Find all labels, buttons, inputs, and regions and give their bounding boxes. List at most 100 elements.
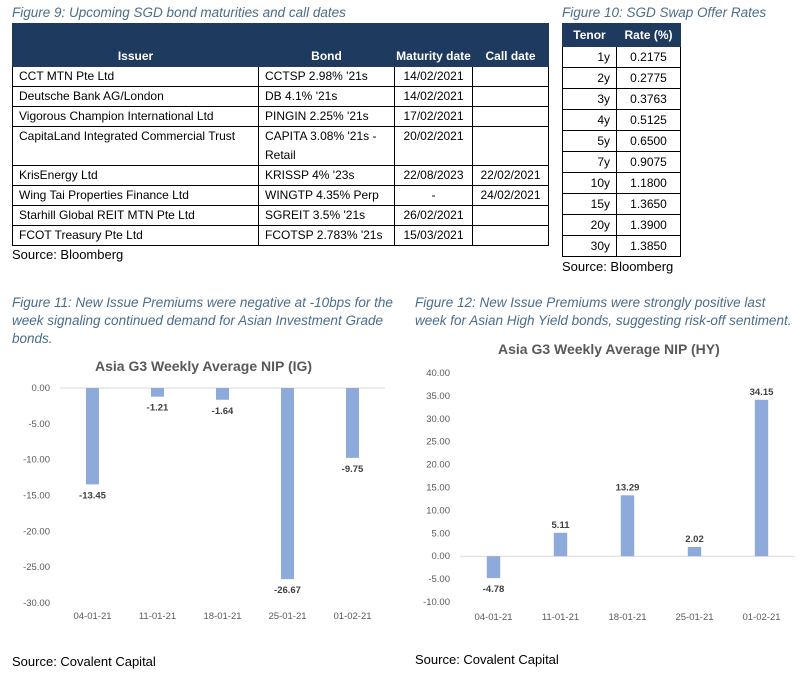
bar [620,495,635,557]
table-row: Starhill Global REIT MTN Pte Ltd SGREIT 3… [12,205,549,226]
cell-maturity: 17/02/2021 [394,106,473,127]
table-row: FCOT Treasury Pte Ltd FCOTSP 2.783% '21s 1… [12,225,549,246]
table-row: CapitaLand Integrated Commercial Trust CA… [12,126,549,166]
bar [754,399,769,557]
y-tick-label: 30.00 [426,414,450,425]
header-call: Call date [472,23,549,67]
cell-maturity: 15/03/2021 [394,225,473,246]
cell-maturity: 14/02/2021 [394,66,473,87]
ig-nip-bar-chart: 0.00 -5.00 -10.00 -15.00 -20.00 -25.00 -30.00 -… [23,383,385,622]
y-tick-label: -10.00 [423,597,450,608]
data-label: 5.11 [552,520,571,531]
fig9-caption: Figure 9: Upcoming SGD bond maturities a… [12,5,346,20]
data-label: 34.15 [750,387,774,398]
table-header-row: Tenor Rate (%) [562,23,681,47]
cell-bond: FCOTSP 2.783% '21s [258,225,395,246]
cell-rate: 1.3900 [616,214,681,236]
cell-maturity: 20/02/2021 [394,126,473,166]
x-tick-label: 01-02-21 [742,612,780,623]
table-row: 15y 1.3650 [562,193,681,215]
table-row: Vigorous Champion International Ltd PINGI… [12,106,549,127]
cell-call [472,66,549,87]
fig10-caption: Figure 10: SGD Swap Offer Rates [562,5,767,20]
cell-maturity: 26/02/2021 [394,205,473,226]
cell-rate: 0.5125 [616,109,681,131]
fig11-caption: Figure 11: New Issue Premiums were negat… [12,295,393,346]
table-row: Wing Tai Properties Finance Ltd WINGTP 4.… [12,185,549,206]
data-label: -13.45 [79,490,107,501]
hy-chart-title: Asia G3 Weekly Average NIP (HY) [498,341,720,357]
swap-rates-table: Tenor Rate (%) 1y 0.2175 2y 0.2775 3y 0.3763 4… [562,23,681,257]
header-bond: Bond [258,23,395,67]
data-label: -26.67 [274,585,301,596]
y-tick-label: 25.00 [426,437,450,448]
x-tick-label: 25-01-21 [268,611,306,622]
bar [687,546,702,557]
cell-maturity: 14/02/2021 [394,86,473,107]
x-tick-label: 11-01-21 [139,611,176,622]
data-label: 2.02 [685,534,704,545]
cell-issuer: CapitaLand Integrated Commercial Trust [12,126,259,166]
table-row: 30y 1.3850 [562,235,681,257]
cell-tenor: 4y [562,109,617,131]
cell-call [472,106,549,127]
cell-bond: WINGTP 4.35% Perp [258,185,395,206]
cell-call [472,225,549,246]
fig11-source: Source: Covalent Capital [12,654,156,669]
cell-bond: SGREIT 3.5% '21s [258,205,395,226]
cell-rate: 1.3850 [616,235,681,257]
cell-maturity: 22/08/2023 [394,165,473,186]
table-row: 7y 0.9075 [562,151,681,173]
cell-call [472,126,549,166]
cell-issuer: Starhill Global REIT MTN Pte Ltd [12,205,259,226]
cell-tenor: 20y [562,214,617,236]
y-tick-label: -20.00 [23,526,50,537]
table-row: 2y 0.2775 [562,67,681,89]
cell-call [472,205,549,226]
table-row: 4y 0.5125 [562,109,681,131]
bond-maturities-table: Issuer Bond Maturity date Call date CCT … [12,23,549,246]
cell-rate: 0.9075 [616,151,681,173]
cell-tenor: 1y [562,46,617,68]
table-row: 3y 0.3763 [562,88,681,110]
cell-tenor: 5y [562,130,617,152]
cell-tenor: 10y [562,172,617,194]
cell-rate: 0.2175 [616,46,681,68]
fig12-caption: Figure 12: New Issue Premiums were stron… [415,295,792,328]
hy-nip-bar-chart: 40.00 35.00 30.00 25.00 20.00 15.00 10.00 5.00 0… [423,368,795,623]
cell-tenor: 7y [562,151,617,173]
cell-issuer: CCT MTN Pte Ltd [12,66,259,87]
fig10-source: Source: Bloomberg [562,259,674,274]
cell-issuer: FCOT Treasury Pte Ltd [12,225,259,246]
y-tick-label: 5.00 [432,528,451,539]
bar [486,556,501,579]
x-tick-label: 04-01-21 [73,611,111,622]
header-maturity: Maturity date [394,23,473,67]
bar [281,388,294,580]
bar [346,388,359,458]
cell-tenor: 15y [562,193,617,215]
table-row: 1y 0.2175 [562,46,681,68]
cell-issuer: KrisEnergy Ltd [12,165,259,186]
header-tenor: Tenor [562,23,617,47]
table-header-row: Issuer Bond Maturity date Call date [12,23,549,67]
bond-table-body: CCT MTN Pte Ltd CCTSP 2.98% '21s 14/02/202… [12,66,549,246]
header-issuer: Issuer [12,23,259,67]
data-label: -9.75 [342,464,364,475]
cell-rate: 0.3763 [616,88,681,110]
x-tick-label: 18-01-21 [608,612,646,623]
bar [151,388,164,397]
cell-tenor: 30y [562,235,617,257]
table-row: 5y 0.6500 [562,130,681,152]
y-tick-label: 15.00 [426,483,450,494]
y-tick-label: 40.00 [426,368,450,379]
x-tick-label: 11-01-21 [542,612,579,623]
cell-issuer: Vigorous Champion International Ltd [12,106,259,127]
cell-rate: 1.3650 [616,193,681,215]
header-rate: Rate (%) [616,23,681,47]
ig-chart-title: Asia G3 Weekly Average NIP (IG) [95,358,313,374]
y-tick-label: 35.00 [426,391,450,402]
fig12-source: Source: Covalent Capital [415,652,559,667]
y-tick-label: 10.00 [426,505,450,516]
table-row: Deutsche Bank AG/London DB 4.1% '21s 14/02… [12,86,549,107]
